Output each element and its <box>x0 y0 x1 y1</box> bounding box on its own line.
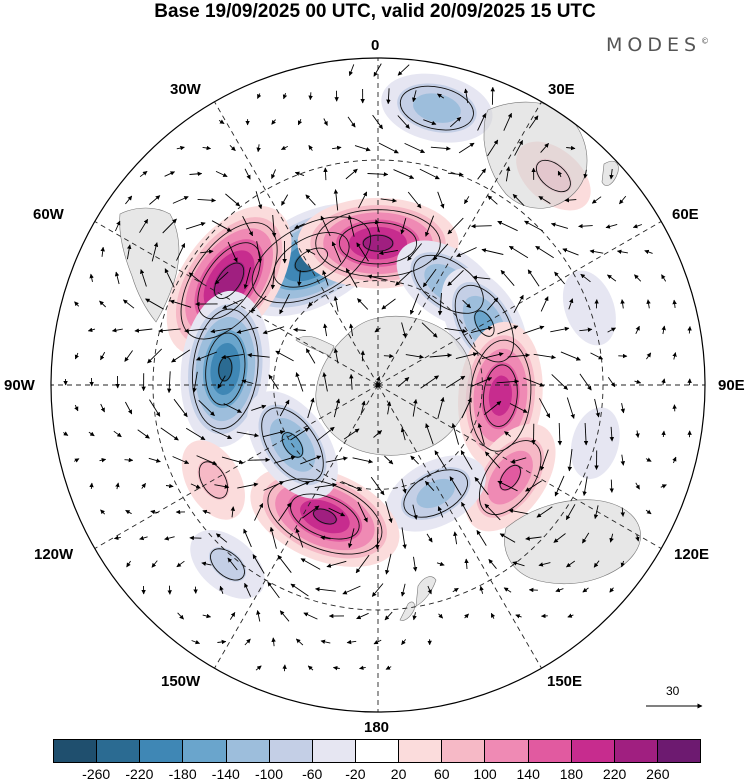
wind-vector <box>384 356 393 357</box>
colorbar-bin <box>313 740 356 762</box>
wind-vector <box>284 665 285 671</box>
colorbar-bin <box>270 740 313 762</box>
colorbar-bin <box>572 740 615 762</box>
colorbar-tick-label: 140 <box>517 766 540 782</box>
colorbar-tick-label: -180 <box>169 766 197 782</box>
colorbar-tick-label: -60 <box>302 766 322 782</box>
colorbar-tick-label: -220 <box>125 766 153 782</box>
wind-vector <box>125 460 133 461</box>
lon-label-120w: 120W <box>34 546 73 564</box>
colorbar-bin <box>97 740 140 762</box>
colorbar-tick-label: 220 <box>603 766 626 782</box>
colorbar-bin <box>615 740 658 762</box>
colorbar-tick-label: -20 <box>345 766 365 782</box>
lon-label-30e: 30E <box>548 81 575 99</box>
wind-vector <box>325 168 326 180</box>
colorbar-bin <box>442 740 485 762</box>
wind-vector <box>472 226 492 227</box>
colorbar-bin <box>140 740 183 762</box>
lon-label-0: 0 <box>371 37 379 55</box>
colorbar-tick-label: 20 <box>391 766 407 782</box>
lon-label-150e: 150E <box>547 673 582 691</box>
wind-vector <box>248 460 270 461</box>
lon-label-60e: 60E <box>672 206 699 224</box>
colorbar <box>53 739 701 763</box>
colorbar-bin <box>356 740 399 762</box>
colorbar-tick-label: 100 <box>473 766 496 782</box>
colorbar-tick-label: 180 <box>560 766 583 782</box>
colorbar-bin <box>658 740 700 762</box>
wind-vector <box>611 480 612 493</box>
reference-vector-label: 30 <box>666 684 679 698</box>
lon-label-90w: 90W <box>4 377 35 395</box>
colorbar-tick-label: -260 <box>82 766 110 782</box>
wind-vector <box>169 586 170 595</box>
lon-label-30w: 30W <box>170 81 201 99</box>
colorbar-ticks: -260 -220 -180 -140 -100 -60 -20 20 60 100 140 180 2… <box>0 766 750 784</box>
colorbar-tick-label: -100 <box>255 766 283 782</box>
lon-label-180: 180 <box>364 719 389 737</box>
lon-label-60w: 60W <box>33 206 64 224</box>
colorbar-tick-label: 60 <box>434 766 450 782</box>
lon-label-150w: 150W <box>161 673 200 691</box>
colorbar-bin <box>529 740 572 762</box>
wind-vector <box>91 483 92 489</box>
colorbar-tick-label: -140 <box>212 766 240 782</box>
south-pole-marker <box>376 383 381 388</box>
lon-label-120e: 120E <box>674 546 709 564</box>
wind-vector <box>310 92 311 99</box>
colorbar-bin <box>54 740 97 762</box>
wind-vector <box>377 527 378 549</box>
colorbar-tick-label: 260 <box>646 766 669 782</box>
colorbar-bin <box>399 740 442 762</box>
colorbar-bin <box>227 740 270 762</box>
colorbar-bin <box>485 740 528 762</box>
lon-label-90e: 90E <box>718 377 745 395</box>
colorbar-bin <box>183 740 226 762</box>
